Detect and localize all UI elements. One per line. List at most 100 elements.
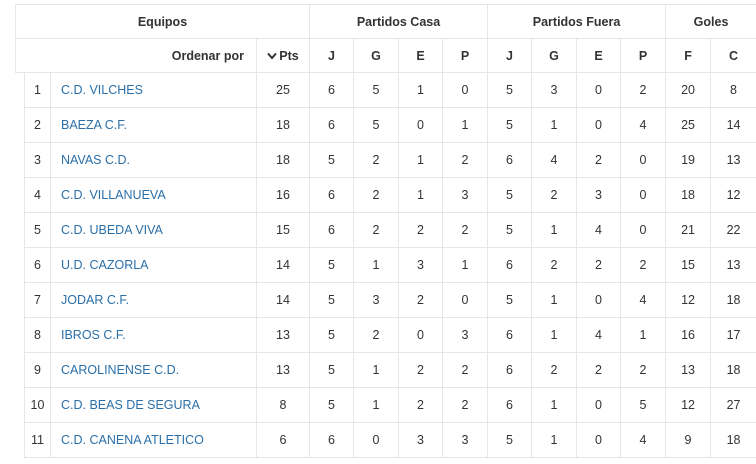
stat-cell: 3: [398, 422, 443, 458]
column-header: G: [353, 38, 399, 73]
stat-cell: 18: [256, 107, 310, 143]
stat-cell: 6: [309, 422, 354, 458]
table-body: 1 C.D. VILCHES 25 6 5 1 0 5 3 0 2 20 8 2 BAEZA C.F. 18 6…: [15, 72, 756, 458]
stat-cell: 25: [256, 72, 310, 108]
column-header: E: [576, 38, 621, 73]
sort-column-header[interactable]: Pts: [256, 38, 310, 73]
stat-cell: 6: [487, 352, 532, 388]
stat-cell: 1: [531, 282, 577, 318]
stat-cell: 4: [619, 422, 667, 458]
stat-cell: 3: [398, 247, 443, 283]
stat-cell: 6: [487, 142, 532, 178]
stat-cell: 16: [665, 317, 712, 353]
stat-cell: 18: [710, 422, 756, 458]
team-link[interactable]: BAEZA C.F.: [50, 107, 257, 143]
stat-cell: 0: [576, 422, 621, 458]
stat-cell: 18: [665, 177, 712, 213]
spacer: [15, 317, 25, 353]
stat-cell: 1: [398, 142, 443, 178]
stat-cell: 2: [576, 142, 621, 178]
team-link[interactable]: C.D. CANENA ATLETICO: [50, 422, 257, 458]
stat-cell: 1: [353, 352, 399, 388]
stat-cell: 13: [665, 352, 712, 388]
team-link[interactable]: CAROLINENSE C.D.: [50, 352, 257, 388]
sort-label: Ordenar por: [15, 38, 257, 73]
column-header: J: [487, 38, 532, 73]
team-row: 2 BAEZA C.F. 18 6 5 0 1 5 1 0 4 25 14: [15, 107, 756, 143]
stat-cell: 2: [576, 352, 621, 388]
team-link[interactable]: C.D. VILLANUEVA: [50, 177, 257, 213]
stat-cell: 6: [309, 177, 354, 213]
team-link[interactable]: U.D. CAZORLA: [50, 247, 257, 283]
column-header: C: [710, 38, 756, 73]
stat-cell: 2: [398, 352, 443, 388]
stat-cell: 18: [710, 282, 756, 318]
column-header: E: [398, 38, 443, 73]
stat-cell: 5: [487, 107, 532, 143]
stat-cell: 0: [619, 142, 667, 178]
team-link[interactable]: JODAR C.F.: [50, 282, 257, 318]
column-header: G: [531, 38, 577, 73]
stat-cell: 4: [576, 212, 621, 248]
stat-cell: 6: [309, 107, 354, 143]
stat-cell: 4: [531, 142, 577, 178]
sort-icon: [267, 53, 278, 60]
stat-cell: 6: [487, 387, 532, 423]
stat-cell: 22: [710, 212, 756, 248]
spacer: [15, 177, 25, 213]
stat-cell: 1: [442, 247, 488, 283]
position: 3: [24, 142, 51, 178]
group-header: Partidos Casa: [309, 4, 488, 39]
stat-cell: 1: [442, 107, 488, 143]
stat-cell: 5: [309, 247, 354, 283]
stat-cell: 12: [665, 282, 712, 318]
stat-cell: 20: [665, 72, 712, 108]
stat-cell: 4: [619, 282, 667, 318]
stat-cell: 0: [576, 387, 621, 423]
stat-cell: 0: [576, 107, 621, 143]
team-row: 4 C.D. VILLANUEVA 16 6 2 1 3 5 2 3 0 18 12: [15, 177, 756, 213]
stat-cell: 18: [256, 142, 310, 178]
team-row: 6 U.D. CAZORLA 14 5 1 3 1 6 2 2 2 15 13: [15, 247, 756, 283]
stat-cell: 6: [309, 212, 354, 248]
group-header-row: Equipos Partidos Casa Partidos Fuera Gol…: [15, 4, 756, 39]
stat-cell: 1: [353, 387, 399, 423]
team-link[interactable]: IBROS C.F.: [50, 317, 257, 353]
stat-cell: 15: [665, 247, 712, 283]
spacer: [15, 422, 25, 458]
team-link[interactable]: C.D. UBEDA VIVA: [50, 212, 257, 248]
stat-cell: 5: [309, 282, 354, 318]
group-header: Goles: [665, 4, 756, 39]
position: 10: [24, 387, 51, 423]
position: 9: [24, 352, 51, 388]
team-link[interactable]: C.D. VILCHES: [50, 72, 257, 108]
stat-cell: 5: [309, 142, 354, 178]
stat-cell: 5: [487, 212, 532, 248]
team-row: 11 C.D. CANENA ATLETICO 6 6 0 3 3 5 1 0 4 9 18: [15, 422, 756, 458]
team-link[interactable]: NAVAS C.D.: [50, 142, 257, 178]
position: 5: [24, 212, 51, 248]
stat-cell: 0: [442, 282, 488, 318]
stat-cell: 21: [665, 212, 712, 248]
column-header-text: Pts: [279, 48, 299, 63]
stat-cell: 14: [256, 282, 310, 318]
stat-cell: 3: [442, 317, 488, 353]
team-row: 10 C.D. BEAS DE SEGURA 8 5 1 2 2 6 1 0 5 12 27: [15, 387, 756, 423]
stat-cell: 0: [442, 72, 488, 108]
stat-cell: 2: [398, 212, 443, 248]
position: 2: [24, 107, 51, 143]
stat-cell: 18: [710, 352, 756, 388]
position: 7: [24, 282, 51, 318]
column-header: J: [309, 38, 354, 73]
team-link[interactable]: C.D. BEAS DE SEGURA: [50, 387, 257, 423]
stat-cell: 2: [398, 282, 443, 318]
stat-cell: 0: [619, 212, 667, 248]
stat-cell: 6: [487, 247, 532, 283]
stat-cell: 1: [531, 422, 577, 458]
column-header: P: [442, 38, 488, 73]
stat-cell: 8: [256, 387, 310, 423]
stat-cell: 1: [531, 212, 577, 248]
stat-cell: 3: [531, 72, 577, 108]
stat-cell: 1: [398, 72, 443, 108]
